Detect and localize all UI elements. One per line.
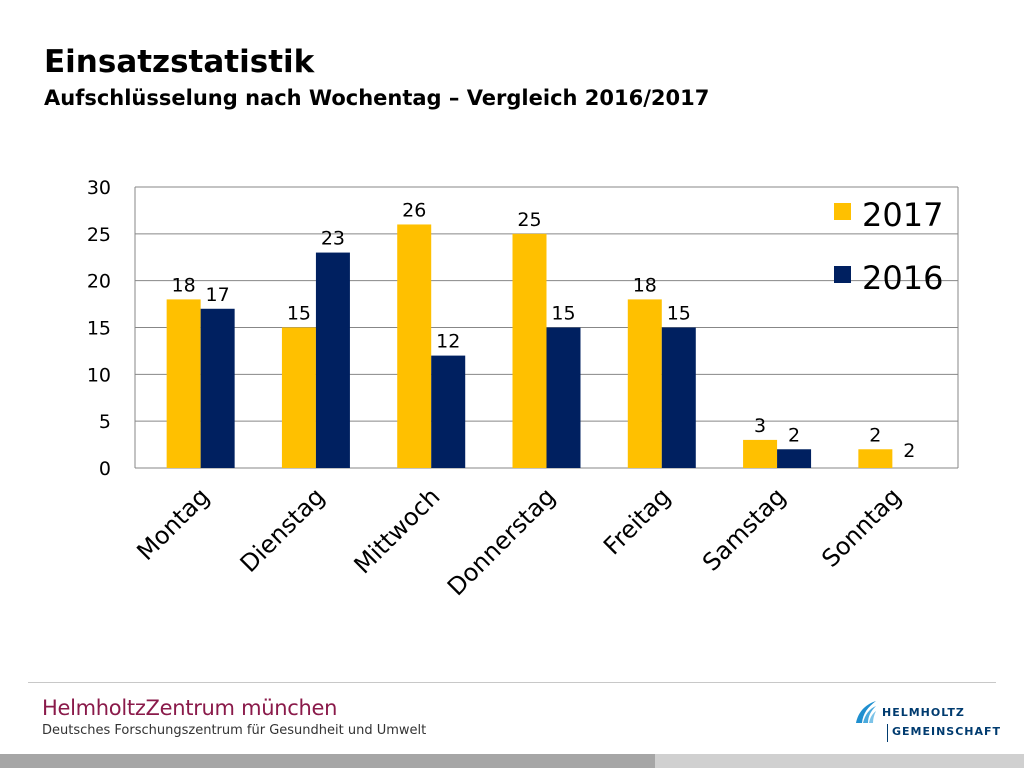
partner-name-line2: GEMEINSCHAFT [892,725,1002,738]
legend-swatch-2016 [834,266,851,283]
y-tick-label: 25 [87,224,111,246]
bar-2017-sonntag [858,449,893,468]
footer-stripe-light [655,754,1024,768]
slide-subtitle: Aufschlüsselung nach Wochentag – Verglei… [44,86,710,110]
data-label-2017-sonntag: 2 [869,424,881,446]
data-label-2016-samstag: 2 [788,424,800,446]
bar-2017-montag [166,299,201,468]
y-tick-label: 30 [87,177,111,199]
legend-label-2017: 2017 [862,196,943,234]
bar-2017-dienstag [281,327,316,468]
bar-2016-montag [200,308,235,468]
legend-label-2016: 2016 [862,259,943,297]
bar-2016-donnerstag [546,327,581,468]
data-label-2016-donnerstag: 15 [551,303,575,325]
x-tick-label-mittwoch: Mittwoch [349,482,446,579]
partner-divider [887,724,888,742]
helmholtz-logo-icon [856,701,876,723]
data-label-2017-dienstag: 15 [287,303,311,325]
data-label-2017-freitag: 18 [633,274,657,296]
y-tick-label: 20 [87,271,111,293]
footer-divider [28,682,996,683]
bar-2017-freitag [627,299,662,468]
data-label-2016-freitag: 15 [667,303,691,325]
x-tick-label-donnerstag: Donnerstag [442,482,561,601]
data-label-2017-montag: 18 [172,274,196,296]
y-tick-label: 5 [99,411,111,433]
y-tick-label: 15 [87,318,111,340]
bar-2016-mittwoch [431,355,466,468]
data-label-2017-samstag: 3 [754,415,766,437]
legend-swatch-2017 [834,203,851,220]
data-label-2016-mittwoch: 12 [436,331,460,353]
bar-2016-freitag [661,327,696,468]
data-label-2017-donnerstag: 25 [517,209,541,231]
bar-2016-dienstag [315,252,350,468]
x-tick-label-montag: Montag [131,482,214,565]
bar-2016-samstag [777,449,812,468]
partner-name-line1: HELMHOLTZ [882,706,965,719]
x-tick-label-freitag: Freitag [598,482,676,560]
bar-2017-donnerstag [512,233,547,468]
data-label-2016-montag: 17 [206,284,230,306]
bar-2017-mittwoch [397,224,432,468]
y-tick-label: 0 [99,458,111,480]
y-tick-label: 10 [87,364,111,386]
slide-title: Einsatzstatistik [44,44,315,80]
footer-stripe-dark [0,754,655,768]
data-label-sonntag-extra: 2 [903,440,915,462]
data-label-2016-dienstag: 23 [321,228,345,250]
x-tick-label-samstag: Samstag [697,482,791,576]
data-label-2017-mittwoch: 26 [402,199,426,221]
x-tick-label-dienstag: Dienstag [235,482,330,577]
org-subtitle: Deutsches Forschungszentrum für Gesundhe… [42,723,427,738]
org-name: HelmholtzZentrum münchen [42,696,338,720]
bar-2017-samstag [743,439,778,468]
x-tick-label-sonntag: Sonntag [816,482,906,572]
